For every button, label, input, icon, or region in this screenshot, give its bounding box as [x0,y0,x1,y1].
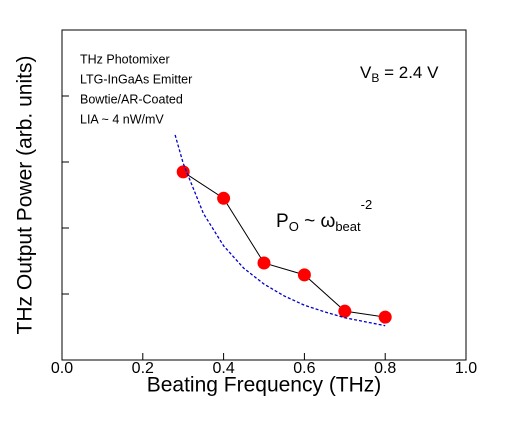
bias-label: VB = 2.4 V [360,63,439,85]
y-axis-title: THz Output Power (arb. units) [14,56,37,335]
annotation: LTG-InGaAs Emitter [80,72,192,86]
x-tick-label: 0.2 [132,360,154,377]
formula-part: P [276,211,289,232]
data-point [257,256,271,270]
formula-part: ~ ω [299,211,336,232]
formula-sub: beat [335,219,361,234]
data-point [297,268,311,282]
annotation: Bowtie/AR-Coated [80,92,183,106]
x-tick-label: 1.0 [455,360,477,377]
bias-part: V [360,63,372,82]
formula-sub: O [289,219,299,234]
x-tick-label: 0.0 [51,360,73,377]
formula: PO ~ ωbeat-2 [276,197,372,234]
data-line [182,171,386,318]
annotation: LIA ~ 4 nW/mV [80,112,164,126]
x-tick-label: 0.4 [212,360,234,377]
data-point [338,304,352,318]
data-point [217,191,231,205]
formula-sup: -2 [361,197,373,212]
annotation: THz Photomixer [80,52,170,66]
x-axis-title: Beating Frequency (THz) [147,374,382,397]
data-point [176,165,190,179]
x-tick-label: 0.6 [293,360,315,377]
data-point [378,310,392,324]
x-tick-label: 0.8 [374,360,396,377]
annotation-block: THz Photomixer LTG-InGaAs Emitter Bowtie… [80,52,192,126]
plot-frame [61,29,467,361]
bias-part: = 2.4 V [379,63,439,82]
bias-sub: B [371,71,379,85]
